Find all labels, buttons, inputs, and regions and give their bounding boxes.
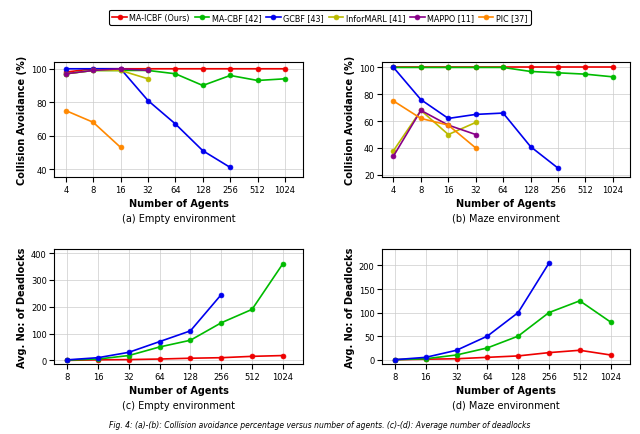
X-axis label: Number of Agents: Number of Agents xyxy=(129,385,228,395)
Title: (d) Maze environment: (d) Maze environment xyxy=(452,400,560,410)
Legend: MA-ICBF (Ours), MA-CBF [42], GCBF [43], InforMARL [41], MAPPO [11], PIC [37]: MA-ICBF (Ours), MA-CBF [42], GCBF [43], … xyxy=(109,10,531,26)
Y-axis label: Collision Avoidance (%): Collision Avoidance (%) xyxy=(344,56,355,185)
X-axis label: Number of Agents: Number of Agents xyxy=(129,199,228,209)
Y-axis label: Avg. No: of Deadlocks: Avg. No: of Deadlocks xyxy=(17,247,27,367)
Text: Fig. 4: (a)-(b): Collision avoidance percentage versus number of agents. (c)-(d): Fig. 4: (a)-(b): Collision avoidance per… xyxy=(109,421,531,430)
Title: (b) Maze environment: (b) Maze environment xyxy=(452,214,560,224)
X-axis label: Number of Agents: Number of Agents xyxy=(456,385,556,395)
Y-axis label: Collision Avoidance (%): Collision Avoidance (%) xyxy=(17,56,27,185)
Y-axis label: Avg. No: of Deadlocks: Avg. No: of Deadlocks xyxy=(344,247,355,367)
Title: (c) Empty environment: (c) Empty environment xyxy=(122,400,235,410)
X-axis label: Number of Agents: Number of Agents xyxy=(456,199,556,209)
Title: (a) Empty environment: (a) Empty environment xyxy=(122,214,236,224)
